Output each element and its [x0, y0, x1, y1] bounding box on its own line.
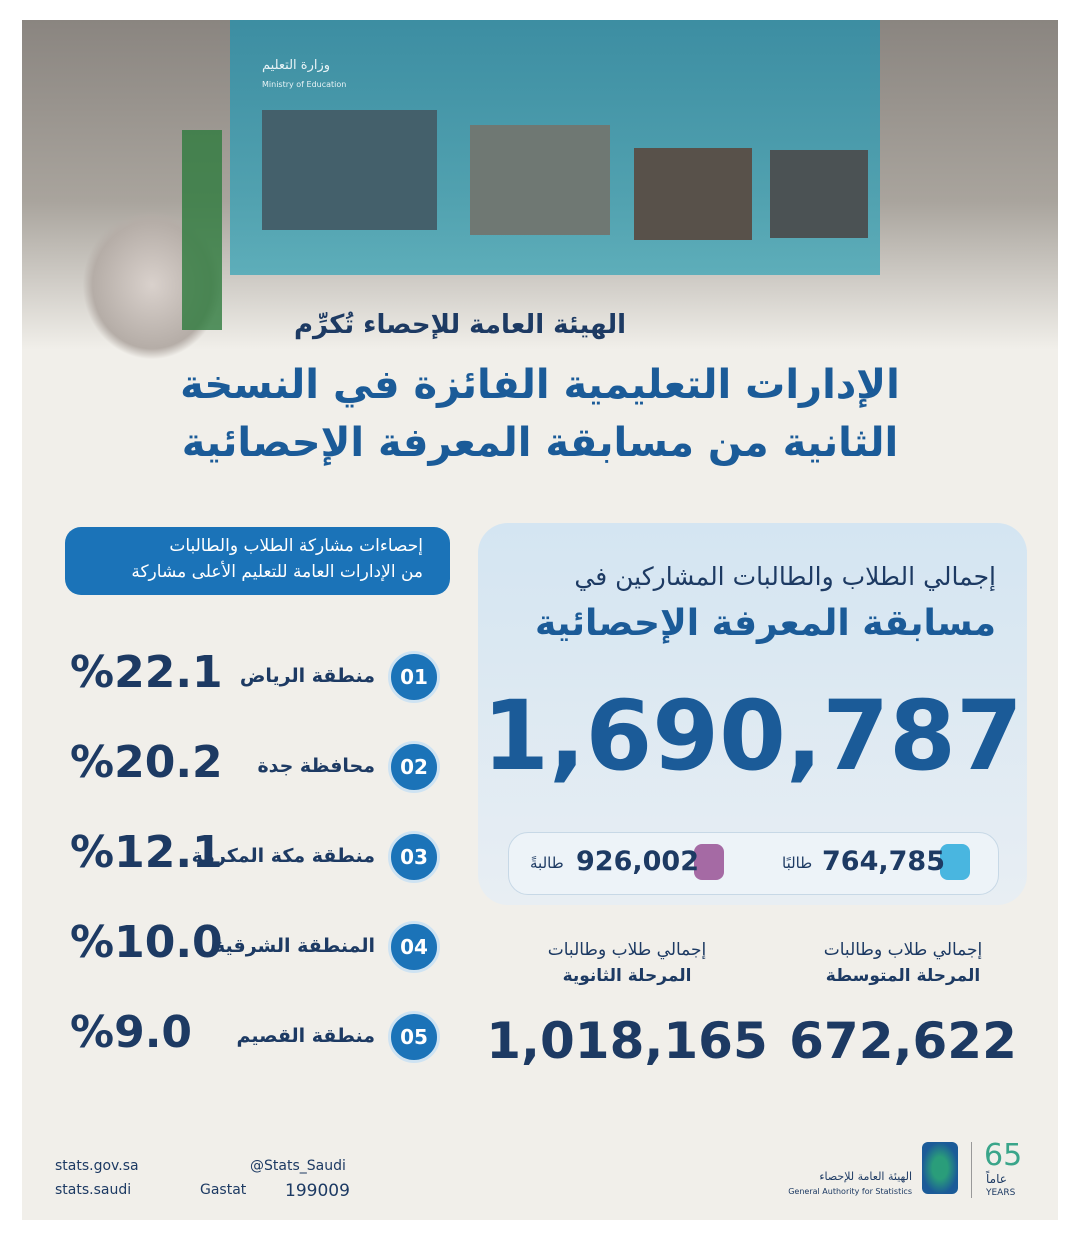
stage-label: المرحلة الثانوية: [562, 966, 692, 986]
region-share: %12.1: [70, 827, 223, 878]
subtitle: الهيئة العامة للإحصاء تُكرِّم: [294, 310, 626, 340]
stage-label: المرحلة المتوسطة: [825, 966, 981, 986]
video-tile: [470, 125, 610, 235]
region-name: منطقة الرياض: [239, 665, 375, 687]
male-icon: [940, 844, 970, 880]
female-icon: [694, 844, 724, 880]
total-heading: مسابقة المعرفة الإحصائية: [534, 603, 996, 644]
total-heading: إجمالي الطلاب والطالبات المشاركين في: [574, 562, 996, 591]
divider: [971, 1142, 972, 1198]
title-line: الثانية من مسابقة المعرفة الإحصائية: [181, 420, 899, 466]
social: stats.saudi: [55, 1182, 132, 1198]
video-tile: [770, 150, 868, 238]
region-name: منطقة القصيم: [236, 1025, 375, 1047]
male-value: 764,785: [822, 846, 945, 877]
region-share: %10.0: [70, 917, 223, 968]
video-tile: [634, 148, 752, 240]
anniversary-en: YEARS: [986, 1188, 1016, 1198]
stage-label: إجمالي طلاب وطالبات: [547, 940, 707, 960]
flag: [182, 130, 222, 330]
org-ar: الهيئة العامة للإحصاء: [819, 1170, 912, 1183]
region-share: %22.1: [70, 647, 223, 698]
stage-value: 672,622: [789, 1012, 1017, 1070]
rank-badge: 02: [388, 741, 440, 793]
rank-badge: 04: [388, 921, 440, 973]
website: stats.gov.sa: [55, 1158, 139, 1174]
region-share: %9.0: [70, 1007, 193, 1058]
org-en: General Authority for Statistics: [788, 1187, 912, 1196]
anniversary: 65: [984, 1138, 1023, 1173]
female-label: طالبةً: [530, 854, 564, 872]
title-line: الإدارات التعليمية الفائزة في النسخة: [180, 362, 900, 408]
total-value: 1,690,787: [482, 680, 1023, 792]
video-tile: [262, 110, 437, 230]
stage-label: إجمالي طلاب وطالبات: [823, 940, 983, 960]
gender-pill: [508, 832, 999, 895]
anniversary-ar: عاماً: [986, 1172, 1007, 1186]
ranking-heading: إحصاءات مشاركة الطلاب والطالبات: [169, 536, 423, 556]
region-name: محافظة جدة: [257, 755, 375, 777]
region-share: %20.2: [70, 737, 223, 788]
phone: 199009: [285, 1181, 350, 1201]
ranking-heading-box: [65, 527, 450, 595]
region-name: المنطقة الشرقية: [214, 935, 375, 957]
twitter: @Stats_Saudi: [250, 1158, 346, 1174]
stage-value: 1,018,165: [486, 1012, 768, 1070]
male-label: طالبًا: [782, 854, 813, 872]
rank-badge: 03: [388, 831, 440, 883]
rank-badge: 01: [388, 651, 440, 703]
ranking-heading: من الإدارات العامة للتعليم الأعلى مشاركة: [131, 562, 423, 582]
region-name: منطقة مكة المكرمة: [191, 845, 375, 867]
logo: [922, 1142, 958, 1194]
photo: وزارة التعليم Ministry of Education: [22, 20, 1058, 360]
rank-badge: 05: [388, 1011, 440, 1063]
linkedin: Gastat: [200, 1182, 247, 1198]
ministry-en: Ministry of Education: [262, 80, 347, 89]
ministry-ar: وزارة التعليم: [262, 58, 331, 73]
female-value: 926,002: [576, 846, 699, 877]
